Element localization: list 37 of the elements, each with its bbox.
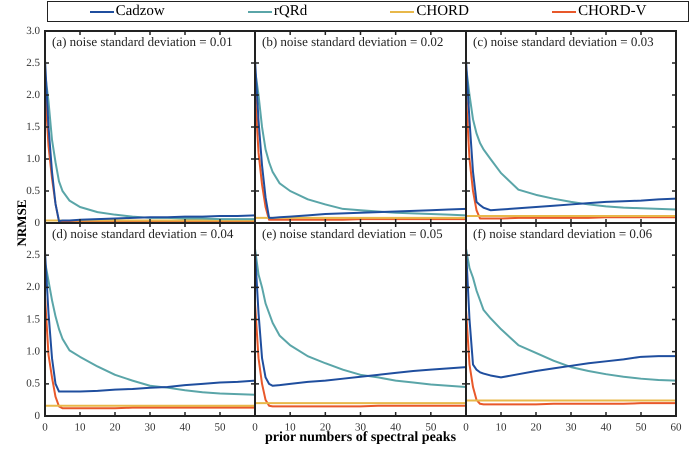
chart-title: (f) noise standard deviation = 0.06	[473, 226, 653, 241]
y-tick-label: 1.0	[26, 152, 40, 165]
y-tick-label: 1.5	[26, 313, 40, 326]
legend-label: Cadzow	[116, 3, 165, 20]
chart-title: (a) noise standard deviation = 0.01	[52, 34, 233, 49]
x-tick-label: 30	[144, 421, 156, 434]
y-tick-label: 0.5	[26, 184, 40, 197]
legend-label: CHORD	[416, 3, 469, 20]
x-tick-label: 0	[252, 421, 258, 434]
chart-title: (c) noise standard deviation = 0.03	[473, 34, 654, 49]
chart-title: (d) noise standard deviation = 0.04	[52, 226, 234, 241]
y-axis-title: NRMSE	[14, 200, 30, 246]
x-tick-label: 20	[110, 421, 121, 434]
y-tick-label: 1.5	[26, 120, 40, 133]
chart-title: (b) noise standard deviation = 0.02	[262, 34, 444, 49]
x-tick-label: 50	[636, 421, 647, 434]
y-tick-label: 0	[34, 410, 40, 422]
x-tick-label: 40	[180, 421, 191, 434]
x-tick-label: 40	[600, 421, 612, 434]
y-tick-label: 0	[34, 216, 40, 229]
legend-label: CHORD-V	[578, 3, 646, 20]
y-tick-label: 2.5	[26, 249, 40, 262]
y-tick-label: 3.0	[26, 24, 40, 37]
x-tick-label: 10	[74, 421, 86, 434]
y-tick-label: 0.5	[26, 378, 40, 390]
y-tick-label: 1.0	[26, 346, 40, 358]
x-tick-label: 50	[214, 421, 226, 434]
x-tick-label: 0	[463, 421, 470, 434]
y-tick-label: 2.5	[26, 56, 40, 69]
x-tick-label: 30	[566, 421, 577, 434]
y-tick-label: 2.0	[26, 88, 40, 101]
x-tick-label: 60	[670, 421, 682, 434]
x-tick-label: 10	[496, 421, 507, 434]
x-tick-label: 20	[530, 421, 542, 434]
y-tick-label: 2.0	[26, 281, 40, 294]
chart-title: (e) noise standard deviation = 0.05	[262, 226, 443, 241]
legend-label: rQRd	[274, 3, 308, 20]
